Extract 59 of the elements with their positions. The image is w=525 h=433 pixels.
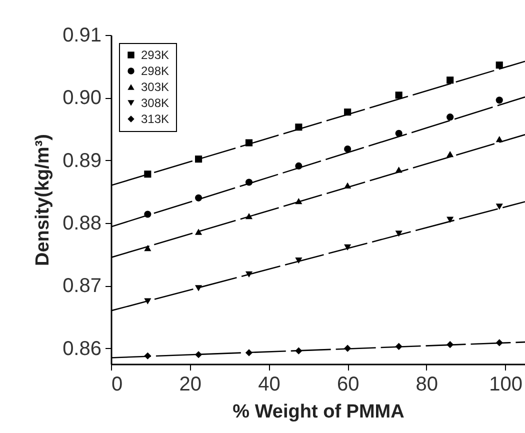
point	[295, 198, 302, 204]
point	[344, 108, 352, 116]
point	[144, 298, 152, 304]
point	[446, 216, 454, 223]
point	[144, 245, 152, 252]
point	[144, 352, 152, 360]
point	[496, 204, 503, 210]
point	[344, 146, 352, 153]
point	[344, 244, 352, 250]
point	[245, 271, 253, 278]
y-tick-label: 0.90	[62, 87, 102, 110]
point	[295, 347, 302, 354]
y-axis-title: Density(kg/m³)	[32, 134, 54, 266]
y-tick-label: 0.89	[62, 150, 102, 172]
point	[245, 213, 253, 220]
x-tick-label: 0	[112, 374, 123, 396]
legend-label: 313K	[141, 112, 170, 126]
point	[295, 258, 302, 264]
x-axis-title: % Weight of PMMA	[232, 402, 405, 422]
point	[496, 136, 503, 142]
y-tick-label: 0.86	[62, 338, 102, 360]
point	[395, 230, 402, 237]
point	[446, 76, 454, 84]
legend-label: 298K	[141, 64, 170, 78]
point	[496, 339, 503, 346]
point	[395, 130, 402, 137]
point	[395, 166, 402, 173]
point	[446, 151, 454, 158]
point	[295, 124, 302, 131]
point	[194, 156, 202, 163]
point	[344, 182, 352, 188]
point	[245, 349, 253, 356]
point	[446, 114, 454, 121]
x-tick-label: 60	[336, 374, 360, 396]
point	[395, 342, 402, 350]
point	[245, 178, 253, 186]
point	[395, 92, 402, 99]
point	[194, 228, 202, 235]
point	[144, 170, 152, 178]
x-tick-label: 20	[179, 374, 202, 396]
x-tick-label: 40	[258, 374, 280, 396]
x-tick-label: 80	[416, 374, 438, 396]
y-tick-label: 0.88	[62, 212, 102, 234]
point	[194, 285, 202, 292]
point	[295, 162, 302, 170]
point	[194, 194, 202, 202]
point	[446, 341, 454, 348]
legend-label: 303K	[141, 80, 170, 94]
point	[496, 62, 503, 69]
point	[245, 139, 253, 146]
y-tick-label: 0.91	[62, 24, 102, 46]
y-tick-label: 0.87	[62, 275, 102, 298]
x-tick-label: 100	[489, 374, 522, 396]
legend-label: 293K	[141, 48, 170, 62]
point	[344, 344, 352, 352]
point	[144, 210, 152, 218]
legend-label: 308K	[141, 96, 170, 110]
point	[496, 96, 503, 104]
point	[194, 351, 202, 358]
